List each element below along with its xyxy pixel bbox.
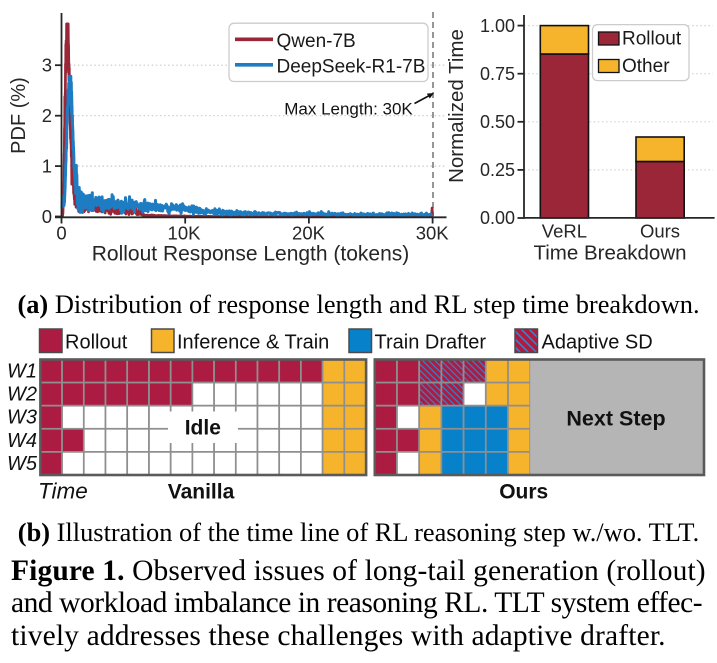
svg-text:W3: W3 xyxy=(7,407,37,429)
svg-text:W5: W5 xyxy=(7,453,38,475)
svg-text:0.25: 0.25 xyxy=(480,160,515,180)
svg-text:Rollout: Rollout xyxy=(622,28,682,49)
svg-text:0.50: 0.50 xyxy=(480,112,515,132)
svg-text:Time Breakdown: Time Breakdown xyxy=(533,242,686,265)
svg-text:Qwen-7B: Qwen-7B xyxy=(277,31,356,52)
svg-text:Max Length: 30K: Max Length: 30K xyxy=(284,100,413,119)
svg-text:W1: W1 xyxy=(7,360,37,382)
svg-text:1: 1 xyxy=(42,156,52,177)
svg-text:0.75: 0.75 xyxy=(480,64,515,84)
svg-text:Time: Time xyxy=(38,479,88,504)
svg-text:2: 2 xyxy=(42,105,52,126)
svg-text:Idle: Idle xyxy=(185,417,221,440)
svg-text:10K: 10K xyxy=(168,223,202,244)
svg-text:Ours: Ours xyxy=(499,481,548,504)
svg-text:Train Drafter: Train Drafter xyxy=(375,331,487,353)
svg-text:Adaptive SD: Adaptive SD xyxy=(542,331,653,353)
svg-text:DeepSeek-R1-7B: DeepSeek-R1-7B xyxy=(277,56,426,77)
svg-text:Ours: Ours xyxy=(640,220,680,241)
svg-text:Other: Other xyxy=(622,56,670,77)
svg-text:Inference & Train: Inference & Train xyxy=(177,331,329,353)
svg-text:1.00: 1.00 xyxy=(480,16,515,36)
svg-text:W2: W2 xyxy=(7,384,37,406)
svg-text:20K: 20K xyxy=(292,223,326,244)
svg-text:W4: W4 xyxy=(7,430,37,452)
svg-text:30K: 30K xyxy=(416,223,450,244)
svg-text:PDF (%): PDF (%) xyxy=(8,77,30,154)
svg-text:Rollout: Rollout xyxy=(65,331,128,353)
svg-text:3: 3 xyxy=(42,55,52,76)
svg-text:0: 0 xyxy=(42,206,52,227)
svg-text:0: 0 xyxy=(56,223,66,244)
svg-text:Next Step: Next Step xyxy=(566,407,665,431)
svg-text:Vanilla: Vanilla xyxy=(168,481,235,504)
svg-text:VeRL: VeRL xyxy=(542,220,587,241)
svg-text:Normalized Time: Normalized Time xyxy=(445,29,468,183)
svg-text:Rollout Response Length (token: Rollout Response Length (tokens) xyxy=(92,242,410,265)
svg-text:0.00: 0.00 xyxy=(480,208,515,228)
